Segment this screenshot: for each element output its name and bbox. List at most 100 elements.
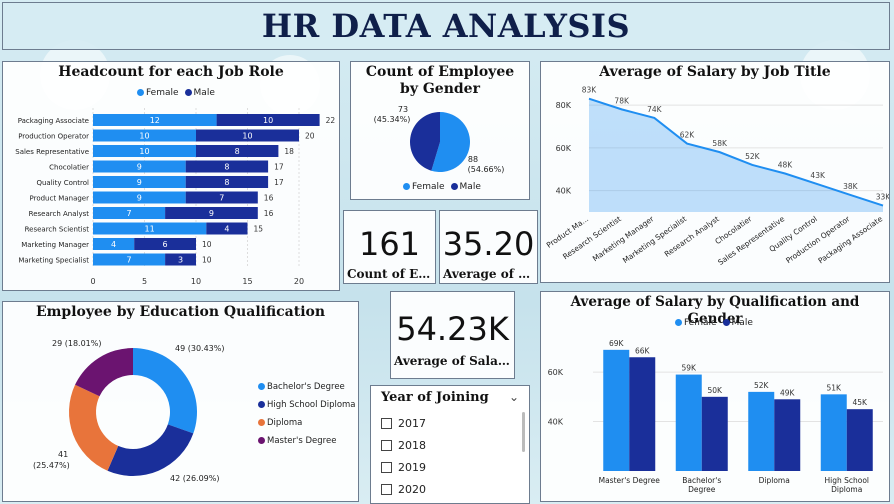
x-tick-label: 20 [294, 277, 304, 286]
education-title: Employee by Education Qualification [35, 304, 326, 320]
male-bar [165, 253, 196, 266]
x-tick-label: Diploma [831, 485, 862, 494]
female-bar [820, 394, 847, 471]
x-tick-label: 15 [242, 277, 252, 286]
title-banner: HR DATA ANALYSIS [2, 2, 890, 50]
x-tick-label: 10 [191, 277, 201, 286]
qual-gender-bar-chart[interactable]: 40K 60K 69K 66K Master's Degree 59K 50K Bachelo… [541, 329, 889, 501]
headcount-panel: Headcount for each Job Role Female Male … [2, 61, 340, 291]
x-tick-label: Degree [688, 485, 716, 494]
male-bar [701, 396, 728, 471]
employee-count-label: Count of Emp... [347, 267, 435, 281]
category-label: Product Manager [30, 195, 90, 203]
data-label: 62K [680, 131, 696, 140]
data-label: 50K [708, 386, 724, 395]
female-value-label: 9 [137, 163, 142, 172]
highschool-slice [107, 424, 194, 476]
total-label: 10 [202, 240, 212, 249]
female-value-label: 9 [137, 194, 142, 203]
female-slice [431, 112, 470, 172]
checkbox[interactable] [381, 462, 392, 473]
x-tick-label: 5 [142, 277, 147, 286]
total-label: 18 [284, 147, 294, 156]
y-tick-label: 60K [548, 368, 564, 377]
y-tick-label: 40K [556, 187, 572, 196]
data-label: 74K [647, 105, 663, 114]
qual-gender-legend: Female Male [675, 318, 753, 328]
data-label: 78K [614, 96, 630, 105]
female-value-label: 9 [137, 178, 142, 187]
chevron-down-icon[interactable]: ⌄ [508, 390, 519, 404]
salary-job-title-title: Average of Salary by Job Title [599, 64, 831, 80]
female-bar [93, 238, 135, 250]
female-bar [93, 145, 196, 157]
slicer-item-2017[interactable]: 2017 [381, 417, 426, 430]
x-tick-label: 0 [90, 277, 95, 286]
legend-item-male[interactable]: Male [184, 88, 215, 98]
x-tick-label: Master's Degree [599, 476, 661, 485]
bachelors-value-label: 49 (30.43%) [175, 344, 224, 353]
legend-item-masters[interactable]: Master's Degree [258, 432, 356, 450]
female-value-label: 4 [111, 240, 116, 249]
data-label: 38K [843, 182, 859, 191]
legend-item-female[interactable]: Female [137, 88, 179, 98]
female-value-label: 10 [139, 132, 149, 141]
employee-count-value: 161 [358, 225, 421, 263]
male-slice [410, 112, 440, 171]
female-bar [675, 374, 702, 471]
legend-item-highschool[interactable]: High School Diploma [258, 396, 356, 414]
slicer-item-2018[interactable]: 2018 [381, 439, 426, 452]
education-legend: Bachelor's Degree High School Diploma Di… [258, 378, 356, 450]
legend-item-female[interactable]: Female [403, 182, 445, 192]
data-label: 33K [876, 193, 889, 202]
slicer-item-2019[interactable]: 2019 [381, 461, 426, 474]
y-tick-label: 80K [556, 101, 572, 110]
legend-item-bachelors[interactable]: Bachelor's Degree [258, 378, 356, 396]
checkbox[interactable] [381, 484, 392, 495]
legend-item-male[interactable]: Male [450, 182, 481, 192]
salary-area-chart[interactable]: 40K60K80K83K78K74K62K58K52K48K43K38K33KP… [541, 82, 889, 282]
average-salary-label: Average of Salary [394, 354, 512, 368]
average-age-label: Average of Age [443, 267, 537, 281]
male-count-label: 73 [398, 105, 408, 114]
male-bar [185, 176, 269, 188]
gender-pie-chart[interactable]: 73 (45.34%) 88 (54.66%) [351, 100, 529, 195]
qual-gender-panel: Average of Salary by Qualification and G… [540, 291, 890, 502]
male-bar [774, 399, 801, 471]
female-bar [93, 253, 166, 266]
average-salary-value: 54.23K [396, 310, 509, 348]
x-tick-label: High School [824, 476, 869, 485]
category-label: Packaging Associate [18, 117, 89, 125]
kpi-card-salary: 54.23K Average of Salary [390, 291, 515, 379]
legend-item-diploma[interactable]: Diploma [258, 414, 356, 432]
total-label: 17 [274, 163, 284, 172]
female-bar [93, 191, 186, 204]
male-value-label: 6 [163, 240, 168, 249]
education-donut-chart[interactable]: 49 (30.43%) 42 (26.09%) 41 (25.47%) 29 (… [3, 324, 358, 502]
male-bar [134, 238, 196, 250]
data-label: 45K [853, 398, 869, 407]
female-bar [748, 391, 775, 471]
female-bar [93, 160, 186, 173]
category-label: Chocolatier [49, 164, 89, 172]
diploma-pct-label: (25.47%) [33, 461, 70, 470]
slicer-item-2020[interactable]: 2020 [381, 483, 426, 496]
data-label: 51K [827, 383, 843, 392]
diploma-value-label: 41 [58, 450, 68, 459]
male-bar [846, 409, 873, 471]
legend-item-male[interactable]: Male [722, 318, 753, 328]
female-value-label: 7 [127, 256, 132, 265]
total-label: 22 [326, 116, 336, 125]
female-value-label: 10 [139, 147, 149, 156]
male-value-label: 8 [224, 178, 229, 187]
slicer-scrollbar[interactable] [522, 412, 525, 452]
kpi-card-age: 35.20 Average of Age [439, 210, 538, 284]
total-label: 17 [274, 178, 284, 187]
data-label: 43K [810, 171, 826, 180]
male-bar [216, 114, 320, 126]
legend-item-female[interactable]: Female [675, 318, 717, 328]
male-value-label: 4 [224, 225, 229, 234]
checkbox[interactable] [381, 418, 392, 429]
checkbox[interactable] [381, 440, 392, 451]
